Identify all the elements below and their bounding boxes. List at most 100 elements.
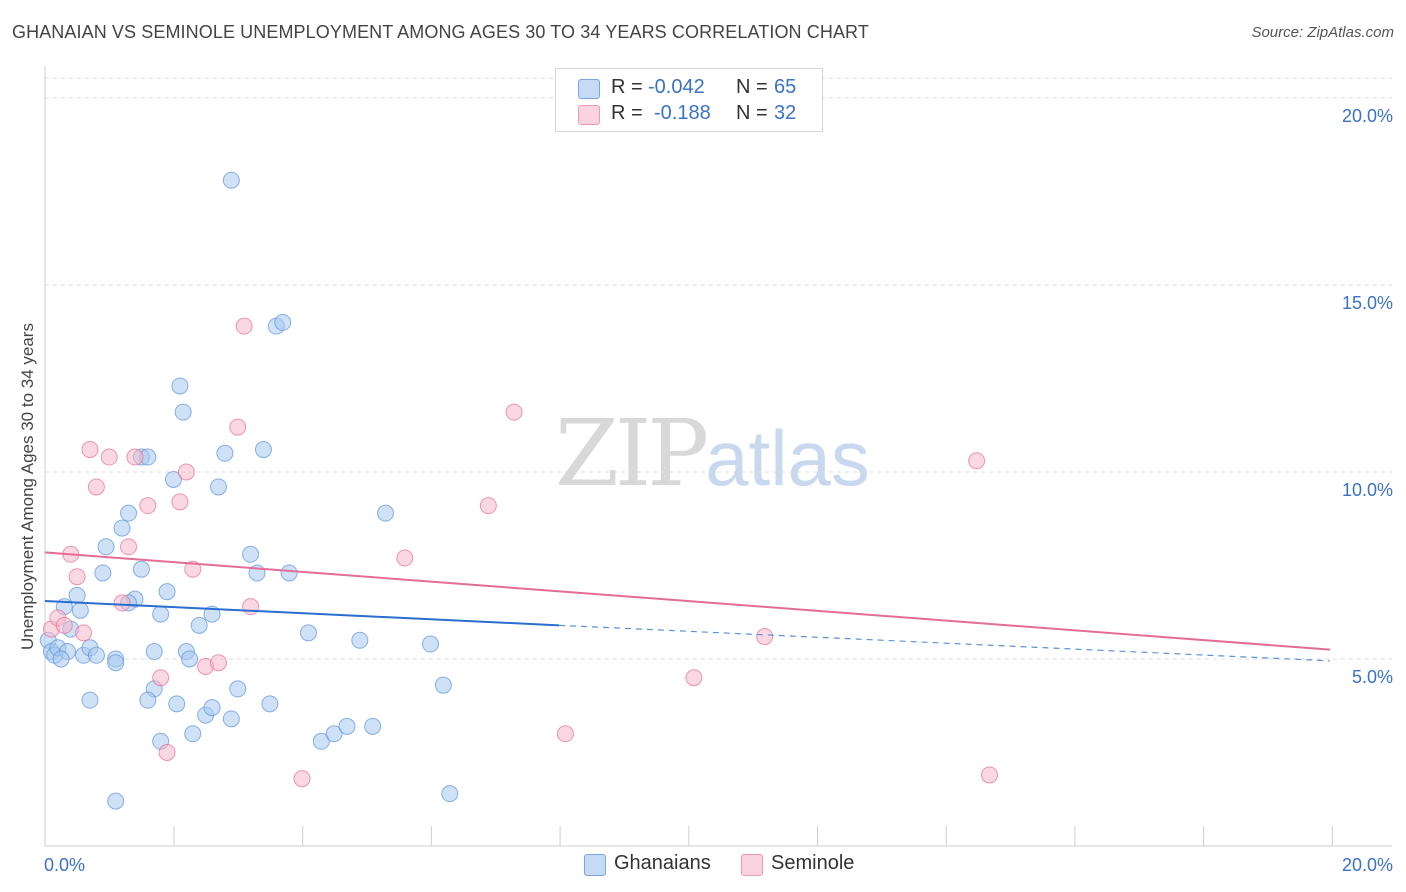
- ghanaians-n-label: N =: [736, 76, 768, 98]
- seminole-point: [235, 317, 253, 335]
- y-axis-label: Unemployment Among Ages 30 to 34 years: [18, 323, 37, 650]
- seminole-point: [120, 538, 138, 556]
- ghanaians-point: [68, 586, 86, 604]
- ghanaians-r-value: -0.042: [648, 76, 705, 98]
- seminole-point: [139, 497, 157, 515]
- ghanaians-point: [113, 519, 131, 537]
- seminole-trend-line: [44, 551, 1331, 651]
- seminole-point: [126, 448, 144, 466]
- ghanaians-point: [254, 441, 272, 459]
- ghanaians-swatch: [578, 79, 600, 99]
- seminole-r-label: R =: [611, 102, 643, 124]
- ghanaians-point: [158, 583, 176, 601]
- seminole-point: [184, 560, 202, 578]
- seminole-point: [556, 725, 574, 743]
- ghanaians-point: [152, 605, 170, 623]
- y-tick-label: 15.0%: [1342, 293, 1393, 313]
- ghanaians-point: [299, 624, 317, 642]
- ghanaians-point: [87, 646, 105, 664]
- ghanaians-point: [190, 616, 208, 634]
- ghanaians-point: [364, 717, 382, 735]
- seminole-point: [396, 549, 414, 567]
- ghanaians-point: [139, 691, 157, 709]
- watermark: ZIPatlas: [555, 400, 870, 507]
- seminole-n-label: N =: [736, 102, 768, 124]
- seminole-point: [968, 452, 986, 470]
- ghanaians-point: [222, 171, 240, 189]
- ghanaians-point: [441, 785, 459, 803]
- ghanaians-point: [165, 470, 182, 488]
- seminole-point: [685, 669, 703, 687]
- ghanaians-point: [274, 313, 292, 331]
- seminole-r-value: -0.188: [654, 102, 711, 124]
- ghanaians-point: [209, 478, 227, 496]
- ghanaians-n-value: 65: [774, 76, 797, 98]
- seminole-point: [113, 594, 131, 612]
- y-tick-label: 5.0%: [1352, 667, 1393, 687]
- ghanaians-point: [171, 377, 189, 395]
- watermark-atlas: atlas: [705, 414, 870, 502]
- x-tick-label: 20.0%: [1342, 855, 1393, 875]
- ghanaians-r-label: R =: [611, 76, 643, 98]
- bottom-seminole-swatch: [741, 854, 763, 876]
- ghanaians-point: [222, 710, 240, 728]
- ghanaians-point: [338, 717, 356, 735]
- ghanaians-point: [181, 650, 199, 668]
- ghanaians-point: [242, 545, 260, 563]
- seminole-point: [505, 403, 523, 421]
- ghanaians-point: [107, 654, 125, 672]
- ghanaians-point: [377, 504, 395, 522]
- seminole-point: [158, 744, 176, 761]
- ghanaians-point: [184, 725, 202, 743]
- seminole-point: [479, 497, 497, 515]
- ghanaians-trend-line: [44, 600, 560, 627]
- ghanaians-point: [120, 504, 138, 522]
- seminole-point: [100, 448, 118, 466]
- ghanaians-point: [52, 650, 70, 668]
- seminole-point: [75, 624, 93, 642]
- x-tick-label: 0.0%: [44, 855, 85, 875]
- ghanaians-point: [107, 792, 125, 810]
- ghanaians-point: [280, 564, 298, 582]
- y-tick-label: 20.0%: [1342, 106, 1393, 126]
- seminole-point: [68, 568, 86, 586]
- seminole-point: [980, 766, 998, 784]
- bottom-ghanaians-label: Ghanaians: [614, 852, 711, 874]
- stats-legend: R = -0.042 N = 65 R = -0.188 N = 32: [555, 68, 823, 132]
- ghanaians-point: [174, 403, 192, 421]
- seminole-point: [81, 441, 99, 459]
- ghanaians-trend-extension: [558, 624, 1331, 662]
- seminole-point: [229, 418, 247, 436]
- source-label: Source: ZipAtlas.com: [1251, 24, 1394, 41]
- ghanaians-point: [94, 564, 112, 582]
- watermark-zip: ZIP: [555, 400, 709, 507]
- seminole-point: [171, 493, 189, 511]
- ghanaians-point: [97, 538, 115, 556]
- ghanaians-point: [422, 635, 439, 653]
- chart-title: GHANAIAN VS SEMINOLE UNEMPLOYMENT AMONG …: [12, 22, 869, 42]
- seminole-point: [55, 616, 73, 634]
- seminole-point: [209, 654, 227, 672]
- ghanaians-point: [145, 643, 163, 661]
- seminole-n-value: 32: [774, 102, 797, 124]
- ghanaians-point: [325, 725, 343, 743]
- bottom-ghanaians-swatch: [584, 854, 606, 876]
- ghanaians-point: [261, 695, 279, 713]
- bottom-seminole-label: Seminole: [771, 852, 855, 874]
- seminole-point: [87, 478, 105, 496]
- ghanaians-point: [203, 699, 221, 717]
- ghanaians-point: [132, 560, 150, 578]
- y-tick-label: 10.0%: [1342, 480, 1393, 500]
- seminole-swatch: [578, 105, 600, 125]
- seminole-point: [293, 770, 311, 788]
- seminole-point: [177, 463, 195, 481]
- ghanaians-point: [216, 444, 234, 462]
- ghanaians-point: [434, 676, 452, 694]
- ghanaians-point: [229, 680, 247, 698]
- seminole-point: [242, 598, 260, 616]
- seminole-point: [756, 628, 774, 646]
- seminole-point: [152, 669, 170, 687]
- ghanaians-point: [71, 601, 89, 619]
- ghanaians-point: [312, 732, 330, 750]
